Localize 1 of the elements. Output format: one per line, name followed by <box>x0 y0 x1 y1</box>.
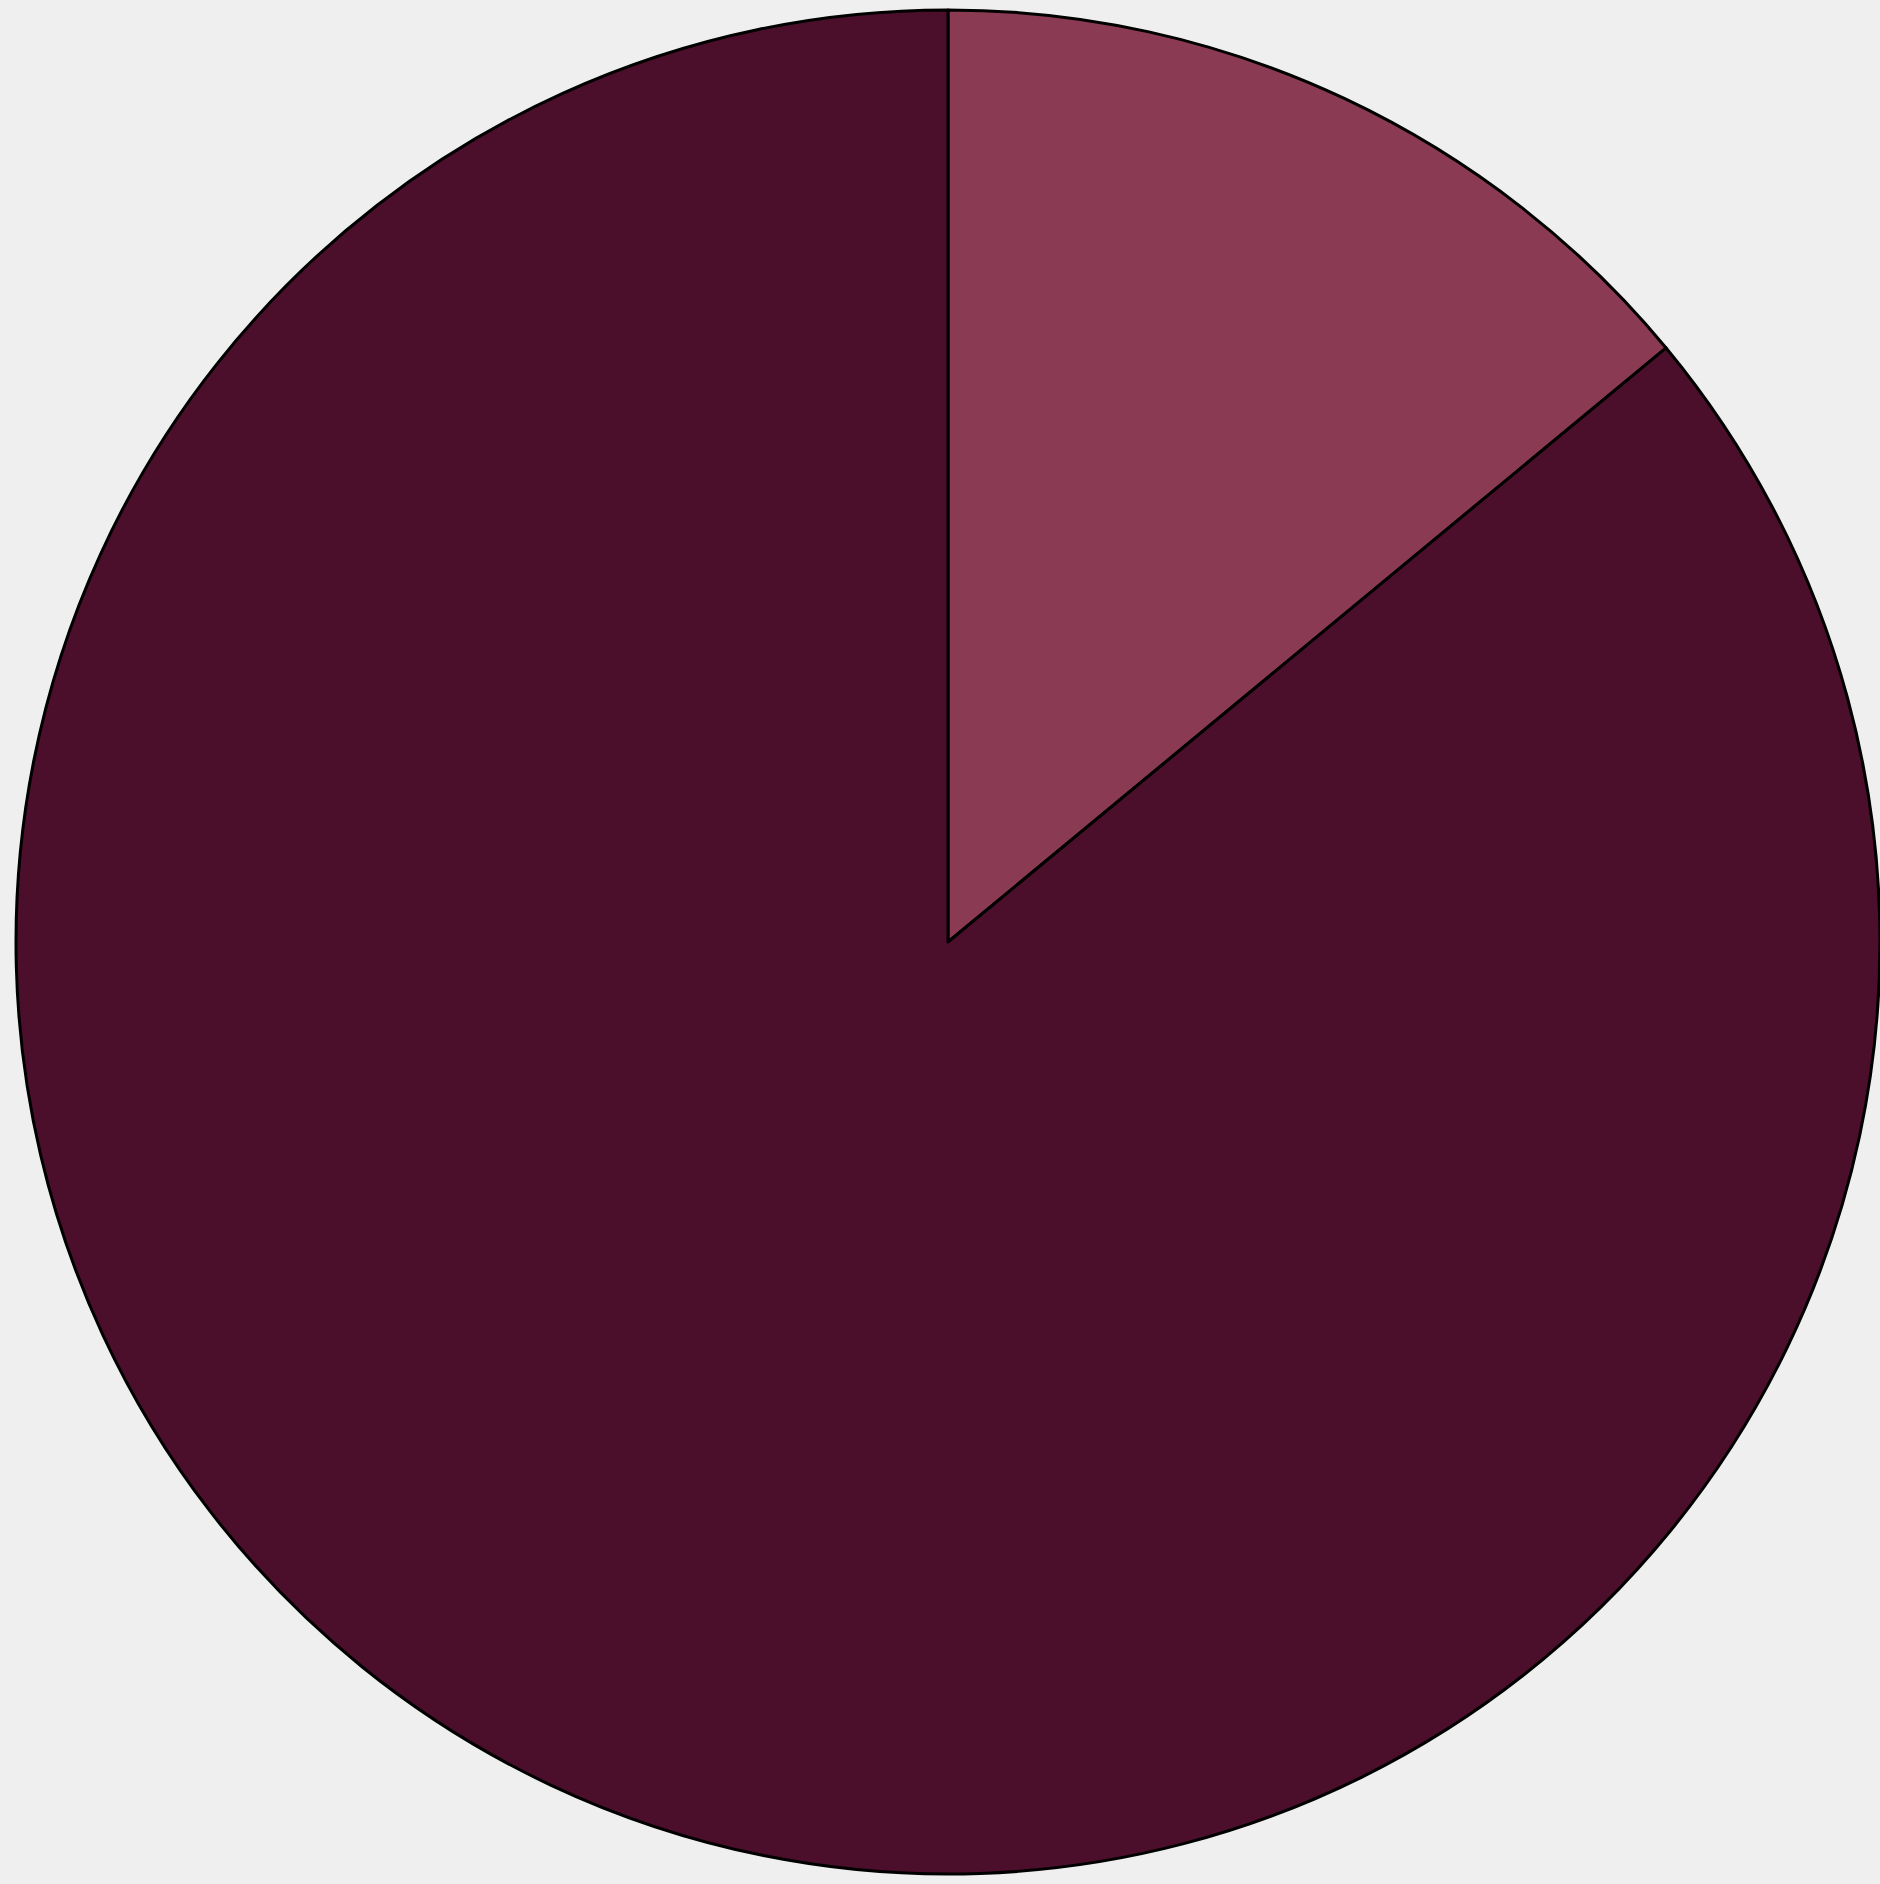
pie-slice <box>14 8 1880 1875</box>
